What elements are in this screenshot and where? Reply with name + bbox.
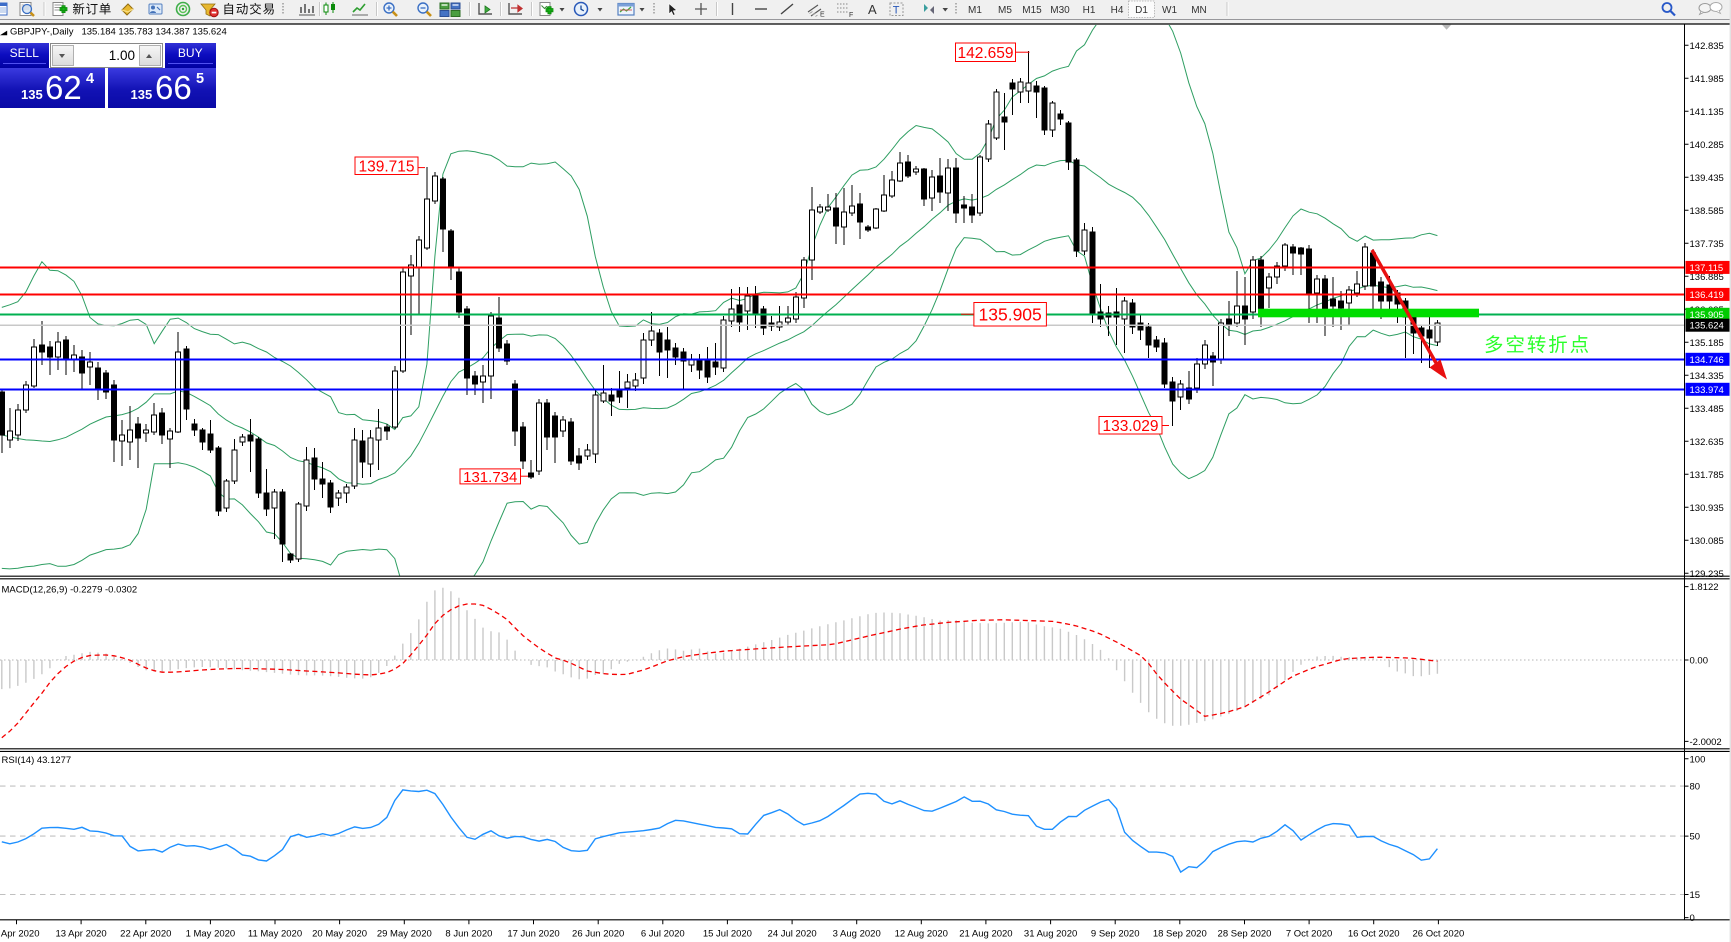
svg-text:M1: M1 [968,5,982,16]
svg-text:135.185: 135.185 [1690,338,1724,349]
svg-text:80: 80 [1690,782,1701,793]
svg-text:130.935: 130.935 [1690,503,1724,514]
svg-text:M15: M15 [1022,5,1042,16]
svg-text:7 Oct 2020: 7 Oct 2020 [1286,929,1332,940]
svg-text:15: 15 [1690,890,1701,901]
svg-text:133.974: 133.974 [1690,385,1724,396]
svg-text:1 May 2020: 1 May 2020 [186,929,236,940]
svg-text:MN: MN [1191,5,1207,16]
svg-text:8 Jun 2020: 8 Jun 2020 [445,929,492,940]
svg-text:E: E [820,12,825,19]
svg-text:RSI(14) 43.1277: RSI(14) 43.1277 [2,755,72,766]
svg-text:135.624: 135.624 [1690,321,1724,332]
svg-text:138.585: 138.585 [1690,206,1724,217]
svg-text:50: 50 [1690,832,1701,843]
svg-text:139.435: 139.435 [1690,173,1724,184]
svg-text:132.635: 132.635 [1690,437,1724,448]
svg-text:141.135: 141.135 [1690,107,1724,118]
svg-text:17 Jun 2020: 17 Jun 2020 [507,929,559,940]
svg-text:137.735: 137.735 [1690,239,1724,250]
svg-text:135.905: 135.905 [979,305,1042,325]
svg-text:131.785: 131.785 [1690,470,1724,481]
svg-text:26 Jun 2020: 26 Jun 2020 [572,929,624,940]
svg-text:9 Sep 2020: 9 Sep 2020 [1091,929,1140,940]
svg-text:20 May 2020: 20 May 2020 [312,929,367,940]
svg-text:15 Jul 2020: 15 Jul 2020 [703,929,752,940]
svg-text:-2.0002: -2.0002 [1690,737,1722,748]
svg-text:133.485: 133.485 [1690,404,1724,415]
svg-text:136.419: 136.419 [1690,290,1724,301]
svg-text:T: T [893,5,900,17]
svg-text:140.285: 140.285 [1690,140,1724,151]
svg-text:26 Oct 2020: 26 Oct 2020 [1413,929,1465,940]
svg-text:MACD(12,26,9) -0.2279 -0.0302: MACD(12,26,9) -0.2279 -0.0302 [2,585,138,596]
svg-text:131.734: 131.734 [463,469,517,486]
svg-text:11 May 2020: 11 May 2020 [248,929,302,940]
svg-text:0.00: 0.00 [1690,656,1709,667]
svg-text:0: 0 [1690,913,1695,924]
svg-text:22 Apr 2020: 22 Apr 2020 [120,929,171,940]
svg-text:130.085: 130.085 [1690,536,1724,547]
svg-text:3 Aug 2020: 3 Aug 2020 [833,929,881,940]
svg-text:H4: H4 [1111,5,1124,16]
svg-text:6 Jul 2020: 6 Jul 2020 [641,929,685,940]
svg-text:F: F [849,12,853,19]
svg-text:134.335: 134.335 [1690,371,1724,382]
svg-text:GBPJPY-,Daily 135.184 135.78: GBPJPY-,Daily 135.184 135.783 134.387 13… [10,27,227,38]
svg-text:136.885: 136.885 [1690,272,1724,283]
svg-text:H1: H1 [1083,5,1096,16]
svg-text:M5: M5 [998,5,1012,16]
svg-text:13 Apr 2020: 13 Apr 2020 [55,929,106,940]
svg-text:133.029: 133.029 [1102,418,1158,435]
svg-text:129.235: 129.235 [1690,569,1724,580]
svg-text:29 May 2020: 29 May 2020 [377,929,432,940]
svg-text:21 Aug 2020: 21 Aug 2020 [959,929,1012,940]
svg-text:134.746: 134.746 [1690,355,1724,366]
svg-text:28 Sep 2020: 28 Sep 2020 [1218,929,1272,940]
svg-text:141.985: 141.985 [1690,74,1724,85]
svg-text:M30: M30 [1050,5,1070,16]
svg-text:100: 100 [1690,754,1706,765]
svg-text:142.835: 142.835 [1690,41,1724,52]
svg-text:135.905: 135.905 [1690,310,1724,321]
svg-text:18 Sep 2020: 18 Sep 2020 [1153,929,1207,940]
svg-text:D1: D1 [1135,5,1148,16]
svg-text:1.8122: 1.8122 [1690,582,1719,593]
svg-text:137.115: 137.115 [1690,263,1724,274]
svg-text:24 Jul 2020: 24 Jul 2020 [768,929,817,940]
svg-text:31 Aug 2020: 31 Aug 2020 [1024,929,1077,940]
svg-text:142.659: 142.659 [957,45,1013,62]
svg-text:W1: W1 [1162,5,1177,16]
svg-text:5 Apr 2020: 5 Apr 2020 [0,929,39,940]
svg-text:12 Aug 2020: 12 Aug 2020 [895,929,948,940]
svg-text:A: A [868,2,877,17]
svg-text:16 Oct 2020: 16 Oct 2020 [1348,929,1400,940]
svg-text:139.715: 139.715 [358,158,414,175]
